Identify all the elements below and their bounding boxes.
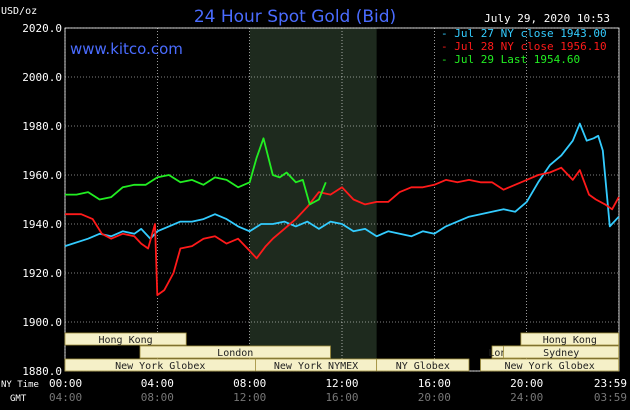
x-tick-label-gmt: 04:00 [49, 391, 82, 404]
x-tick-label-gmt: 03:59 [594, 391, 627, 404]
x-tick-labels: 00:00 04:00 08:00 12:00 16:00 20:00 23:5904:00… [49, 377, 627, 404]
session-bar [503, 345, 620, 359]
y-tick-label: 1980.0 [22, 120, 62, 133]
y-tick-label: 1940.0 [22, 218, 62, 231]
session-bar [376, 358, 470, 372]
session-bar [520, 332, 620, 346]
x-tick-label-ny: 16:00 [418, 377, 451, 390]
series-line [64, 122, 620, 247]
session-label: New York NYMEX [274, 361, 358, 372]
watermark: www.kitco.com [70, 40, 183, 58]
y-tick-label: 1960.0 [22, 169, 62, 182]
session-bar [480, 358, 620, 372]
session-label: London [217, 348, 253, 359]
x-tick-label-gmt: 16:00 [325, 391, 358, 404]
y-tick-label: 2020.0 [22, 22, 62, 35]
y-tick-label: 1880.0 [22, 365, 62, 378]
session-bar [64, 332, 187, 346]
legend-entry: - Jul 28 NY close 1956.10 [441, 40, 607, 53]
x-tick-label-ny: 20:00 [510, 377, 543, 390]
market-sessions: Hong Kong London New York Globex New York N… [64, 332, 620, 372]
session-label: Hong Kong [99, 335, 153, 346]
x-tick-label-ny: 04:00 [141, 377, 174, 390]
y-units-label: USD/oz [1, 6, 37, 17]
x-tick-label-gmt: 08:00 [141, 391, 174, 404]
series-line [65, 166, 620, 297]
x-tick-label-ny: 00:00 [49, 377, 82, 390]
series-lines [64, 122, 620, 297]
y-tick-label: 1900.0 [22, 316, 62, 329]
series-line [65, 137, 327, 206]
y-tick-label: 1920.0 [22, 267, 62, 280]
timestamp: July 29, 2020 10:53 [484, 12, 610, 25]
legend-entry: - Jul 29 Last 1954.60 [441, 53, 580, 66]
x-tick-label-gmt: 20:00 [418, 391, 451, 404]
gmt-row-label: GMT [10, 394, 27, 404]
session-label: New York Globex [115, 361, 205, 372]
session-label: Sydney [543, 348, 579, 359]
session-label: New York Globex [504, 361, 594, 372]
legend-entry: - Jul 27 NY close 1943.00 [441, 27, 607, 40]
chart-title: 24 Hour Spot Gold (Bid) [194, 7, 396, 27]
y-tick-labels: 1880.0 1900.0 1920.0 1940.0 1960.0 1980.0 2000… [22, 22, 62, 378]
ny-time-row-label: NY Time [1, 380, 39, 390]
x-tick-label-ny: 08:00 [233, 377, 266, 390]
x-tick-label-gmt: 24:00 [510, 391, 543, 404]
legend: - Jul 27 NY close 1943.00- Jul 28 NY clo… [441, 27, 607, 66]
x-tick-label-ny: 23:59 [594, 377, 627, 390]
y-tick-label: 2000.0 [22, 71, 62, 84]
session-bar [139, 345, 331, 359]
x-tick-label-ny: 12:00 [325, 377, 358, 390]
x-tick-label-gmt: 12:00 [233, 391, 266, 404]
session-label: Hong Kong [543, 335, 597, 346]
session-label: NY Globex [396, 361, 450, 372]
